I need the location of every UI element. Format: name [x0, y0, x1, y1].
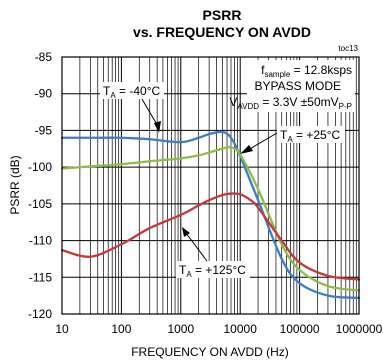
- fsample-label: fsample = 12.8ksps: [261, 63, 352, 79]
- arrowhead-plus125: [182, 227, 190, 237]
- y-axis-title: PSRR (dB): [8, 155, 22, 214]
- x-tick-label: 10000: [224, 322, 258, 336]
- x-tick-label: 100: [111, 322, 131, 336]
- series-line-0: [60, 130, 361, 299]
- plot-frame: [61, 56, 360, 315]
- x-tick-label: 1000000: [336, 322, 383, 336]
- x-tick-label: 1000: [167, 322, 194, 336]
- series-line-2: [60, 192, 361, 281]
- pointer-plus125: [185, 232, 208, 262]
- chart-title-line1: PSRR: [203, 7, 242, 23]
- series-label-minus40: TA = -40°C: [103, 84, 161, 100]
- x-axis-title: FREQUENCY ON AVDD (Hz): [131, 345, 289, 359]
- y-tick-label: -95: [35, 123, 53, 137]
- x-tick-label: 10: [55, 322, 69, 336]
- chart-title-line2: vs. FREQUENCY ON AVDD: [133, 24, 311, 40]
- series-lines: [60, 130, 361, 299]
- series-label-plus25: TA = +25°C: [280, 128, 341, 144]
- y-tick-label: -120: [28, 307, 52, 321]
- y-tick-label: -85: [35, 50, 53, 64]
- vavdd-label: VAVDD = 3.3V ±50mVP-P: [229, 95, 352, 111]
- conditions-box: [247, 60, 355, 112]
- figure-id: toc13: [338, 44, 358, 53]
- label-bg-plus125: [176, 261, 250, 278]
- y-tick-label: -90: [35, 87, 53, 101]
- y-tick-label: -100: [28, 160, 52, 174]
- series-line-1: [60, 145, 361, 292]
- y-tick-label: -115: [29, 270, 52, 284]
- y-tick-label: -110: [29, 234, 52, 248]
- arrowhead-plus25: [240, 145, 253, 154]
- arrowhead-minus40: [154, 121, 161, 133]
- series-label-plus125: TA = +125°C: [179, 263, 246, 279]
- pointer-plus25: [247, 132, 278, 151]
- bypass-mode-label: BYPASS MODE: [255, 79, 341, 93]
- tick-labels: 10 100 1000 10000 100000 1000000 -85 -90 -95 -100…: [28, 50, 383, 336]
- label-bg-minus40: [100, 82, 164, 99]
- x-tick-label: 100000: [280, 322, 320, 336]
- y-tick-label: -105: [28, 197, 52, 211]
- label-bg-plus25: [277, 126, 345, 143]
